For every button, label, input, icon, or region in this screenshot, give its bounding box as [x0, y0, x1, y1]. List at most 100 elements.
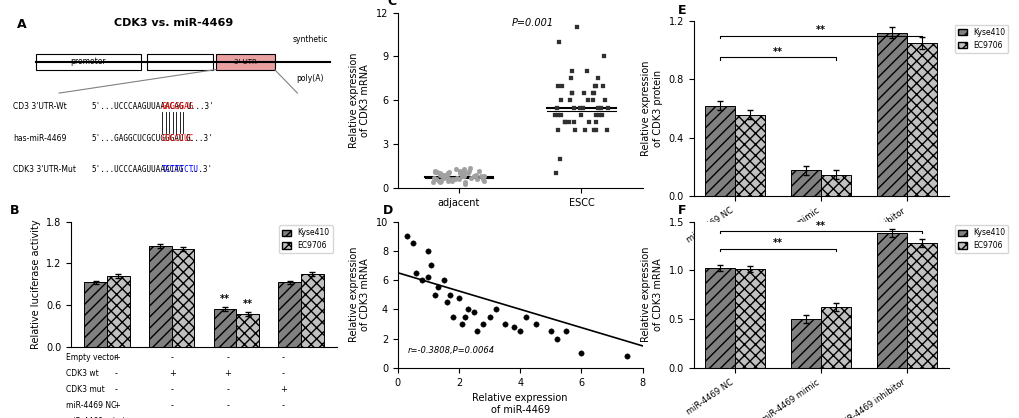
Bar: [107, 276, 129, 347]
Point: [441, 291, 458, 298]
Point: [427, 169, 443, 176]
Text: **: **: [243, 299, 253, 309]
Point: [551, 155, 568, 162]
Bar: [301, 274, 323, 347]
Text: -: -: [170, 417, 173, 418]
Point: [549, 82, 566, 89]
Text: **: **: [815, 221, 825, 231]
Bar: [820, 175, 850, 196]
Point: [426, 291, 442, 298]
Point: [435, 277, 451, 283]
Bar: [906, 243, 936, 368]
Bar: [876, 33, 906, 196]
Text: -: -: [170, 353, 173, 362]
Point: [548, 104, 565, 111]
Text: -: -: [170, 385, 173, 394]
Text: r=-0.3808,P=0.0064: r=-0.3808,P=0.0064: [408, 346, 494, 355]
Point: [547, 170, 564, 177]
Point: [414, 277, 430, 283]
Point: [432, 170, 448, 177]
Text: +: +: [224, 369, 231, 378]
Text: U...3': U...3': [185, 102, 214, 111]
Point: [587, 82, 603, 89]
Point: [457, 181, 473, 187]
Point: [505, 324, 522, 330]
Point: [462, 164, 478, 171]
Point: [575, 90, 591, 97]
Text: -: -: [170, 401, 173, 410]
Point: [448, 175, 465, 181]
Text: CDK3 wt: CDK3 wt: [66, 369, 99, 378]
Point: [408, 270, 424, 276]
Text: miR-4469 NC: miR-4469 NC: [66, 401, 116, 410]
Point: [457, 314, 473, 320]
Bar: [85, 282, 107, 347]
Text: +: +: [168, 369, 175, 378]
Text: Empty vector: Empty vector: [66, 353, 117, 362]
Point: [550, 38, 567, 45]
Text: CUCCCUC: CUCCCUC: [161, 134, 194, 143]
Bar: [149, 246, 171, 347]
Text: **: **: [772, 46, 783, 56]
Point: [425, 175, 441, 181]
Point: [470, 167, 486, 174]
Point: [550, 126, 567, 133]
Point: [440, 170, 457, 177]
Bar: [906, 43, 936, 196]
Y-axis label: Relative expression
of CDK3 mRNA: Relative expression of CDK3 mRNA: [348, 247, 370, 342]
Point: [590, 112, 606, 118]
Text: -: -: [282, 353, 284, 362]
Legend: Kyse410, EC9706: Kyse410, EC9706: [954, 225, 1008, 253]
Point: [446, 176, 463, 183]
Point: [594, 82, 610, 89]
Bar: [735, 115, 764, 196]
Point: [587, 126, 603, 133]
Point: [476, 173, 492, 180]
Point: [426, 167, 442, 174]
Point: [467, 171, 483, 178]
Point: [405, 240, 421, 247]
Point: [552, 112, 569, 118]
Point: [451, 170, 468, 177]
Point: [584, 97, 600, 104]
Y-axis label: Relative luciferase activity: Relative luciferase activity: [31, 219, 41, 349]
Point: [463, 175, 479, 181]
Text: -: -: [115, 369, 118, 378]
Text: **: **: [815, 25, 825, 35]
Bar: [820, 307, 850, 368]
Text: +: +: [280, 417, 286, 418]
Point: [585, 90, 601, 97]
Point: [429, 169, 445, 176]
Point: [553, 82, 570, 89]
Text: +: +: [224, 417, 231, 418]
Point: [475, 321, 491, 327]
Bar: [278, 282, 301, 347]
Point: [430, 177, 446, 184]
Point: [552, 97, 569, 104]
Text: CDK3 mut: CDK3 mut: [66, 385, 105, 394]
Text: -: -: [115, 385, 118, 394]
Point: [475, 176, 491, 183]
Point: [560, 119, 577, 125]
Point: [450, 294, 467, 301]
Point: [473, 173, 489, 180]
Text: CDK3 3'UTR-Mut: CDK3 3'UTR-Mut: [13, 165, 76, 174]
Point: [556, 119, 573, 125]
Text: -: -: [282, 369, 284, 378]
Bar: [236, 314, 259, 347]
Point: [455, 173, 472, 180]
Bar: [791, 319, 820, 368]
Y-axis label: Relative expression
of CDK3 mRNA: Relative expression of CDK3 mRNA: [641, 247, 662, 342]
Point: [435, 175, 451, 181]
Point: [564, 90, 580, 97]
Point: [584, 90, 600, 97]
Point: [556, 119, 573, 125]
Bar: [214, 308, 236, 347]
Point: [564, 90, 580, 97]
Point: [443, 177, 460, 184]
Point: [578, 68, 594, 74]
Point: [560, 97, 577, 104]
Text: CD3 3'UTR-Wt: CD3 3'UTR-Wt: [13, 102, 67, 111]
Bar: [704, 268, 735, 368]
Point: [580, 119, 596, 125]
